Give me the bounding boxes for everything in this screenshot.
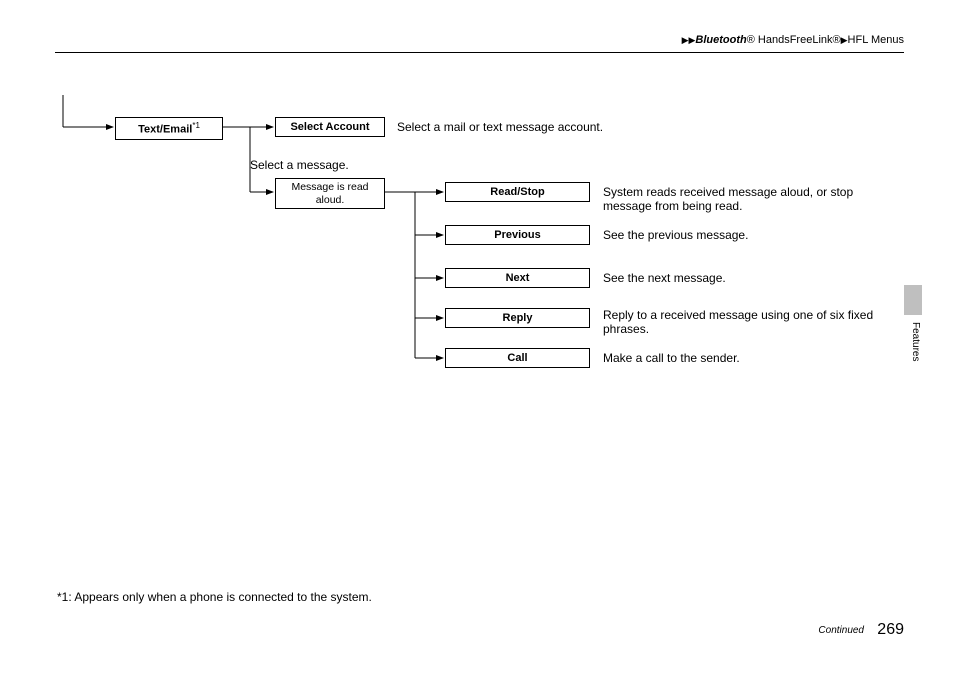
- desc-select-account: Select a mail or text message account.: [397, 120, 603, 134]
- node-reply: Reply: [445, 308, 590, 328]
- arrow-icon: ▶: [841, 35, 848, 45]
- desc-call: Make a call to the sender.: [603, 351, 740, 365]
- bluetooth-text: Bluetooth: [695, 34, 746, 46]
- side-section-label: Features: [910, 322, 921, 361]
- side-tab: [904, 285, 922, 315]
- continued-label: Continued: [818, 625, 864, 636]
- arrow-icon: ▶▶: [682, 35, 696, 45]
- label-select-message: Select a message.: [250, 158, 349, 172]
- node-text-email: Text/Email*1: [115, 117, 223, 140]
- breadcrumb: ▶▶Bluetooth® HandsFreeLink®▶HFL Menus: [682, 34, 904, 46]
- desc-read-stop: System reads received message aloud, or …: [603, 185, 903, 213]
- node-next: Next: [445, 268, 590, 288]
- node-call: Call: [445, 348, 590, 368]
- node-read-stop: Read/Stop: [445, 182, 590, 202]
- node-message-read: Message is read aloud.: [275, 178, 385, 209]
- menu-diagram: Text/Email*1 Select Account Select a mai…: [55, 95, 905, 395]
- node-previous: Previous: [445, 225, 590, 245]
- desc-reply: Reply to a received message using one of…: [603, 308, 903, 336]
- header-rule: [55, 52, 904, 53]
- desc-next: See the next message.: [603, 271, 726, 285]
- desc-previous: See the previous message.: [603, 228, 748, 242]
- node-select-account: Select Account: [275, 117, 385, 137]
- page-number: 269: [877, 621, 904, 639]
- footnote: *1: Appears only when a phone is connect…: [57, 590, 372, 604]
